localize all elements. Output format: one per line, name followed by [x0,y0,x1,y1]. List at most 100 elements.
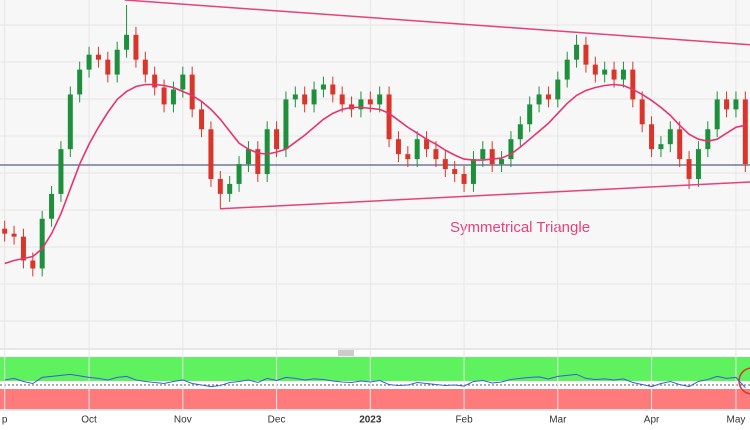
x-tick-label: Feb [455,415,473,426]
candle-body [724,99,730,110]
candle-body [330,84,336,95]
candle-body [283,99,289,150]
candle-body [620,69,626,80]
candle-body [236,164,242,184]
candle-body [499,159,505,165]
trendline [220,181,750,210]
candle-body [30,260,36,269]
candle-body [677,129,683,160]
candle-body [536,94,542,105]
candle-body [574,44,580,60]
candle-body [161,87,167,105]
x-tick-label: Apr [644,415,660,426]
candle-body [705,129,711,150]
candle-body [733,99,739,110]
grid [0,24,750,322]
candle-body [67,94,73,150]
candle-body [142,59,148,75]
candle-body [508,139,514,160]
candle-body [414,139,420,160]
candle-body [95,54,101,60]
candle-body [245,149,251,165]
x-tick-label: p [2,415,8,426]
candle-body [442,159,448,170]
candle-body [292,94,298,100]
candle-body [555,79,561,100]
x-tick-label: May [726,415,745,426]
candle-body [649,124,655,150]
candle-body [11,233,17,237]
candle-body [274,129,280,150]
x-tick-label: Dec [268,415,286,426]
candle-body [86,54,92,70]
candle-body [564,59,570,80]
candle-body [199,109,205,130]
candle-body [742,99,748,165]
candle-body [2,228,8,234]
candle-body [583,44,589,65]
overbought-band [0,357,750,381]
panel-handle[interactable] [338,350,354,356]
candle-body [39,218,45,269]
candle-body [311,89,317,105]
candle-body [58,149,64,194]
trendline [124,0,750,46]
candle-body [367,99,373,105]
candle-body [545,94,551,100]
candle-body [264,129,270,174]
candle-body [489,149,495,165]
candle-body [20,236,26,261]
candle-body [189,74,195,110]
candle-body [339,94,345,105]
candle-body [386,94,392,140]
candle-body [630,69,636,100]
candle-body [49,193,55,219]
annotation: Symmetrical Triangle [450,219,590,236]
moving-average [4,83,746,265]
candle-body [424,139,430,150]
candle-body [480,149,486,160]
oversold-band [0,389,750,409]
candle-body [470,159,476,184]
candle-body [227,183,233,194]
main-panel [0,0,750,348]
candle-body [395,139,401,155]
candle-body [433,149,439,160]
candle-body [124,34,130,50]
candle-body [152,74,158,88]
candle-body [77,69,83,95]
candle-body [180,74,186,90]
candle-body [405,154,411,160]
candle-body [255,149,261,174]
candle-body [527,104,533,125]
candle-body [302,94,308,105]
candle-body [358,99,364,110]
candle-body [452,169,458,174]
x-tick-label: 2023 [359,415,382,426]
candle-body [217,178,223,194]
candle-body [208,129,214,179]
candle-body [611,69,617,80]
candle-body [133,34,139,60]
candle-body [714,99,720,130]
x-tick-label: Nov [174,415,192,426]
candle-body [517,124,523,140]
candle-body [686,159,692,179]
candle-body [461,174,467,184]
candle-body [170,89,176,105]
candle-body [377,94,383,105]
x-tick-label: Mar [549,415,567,426]
candle-body [114,49,120,75]
candle-body [695,149,701,179]
candle-body [320,84,326,90]
candle-body [639,99,645,125]
indicator-line [4,373,746,388]
candle-body [602,69,608,75]
candle-body [658,144,664,150]
candle-body [592,64,598,75]
x-tick-label: Oct [81,415,97,426]
candle-body [105,59,111,75]
candle-body [667,129,673,145]
